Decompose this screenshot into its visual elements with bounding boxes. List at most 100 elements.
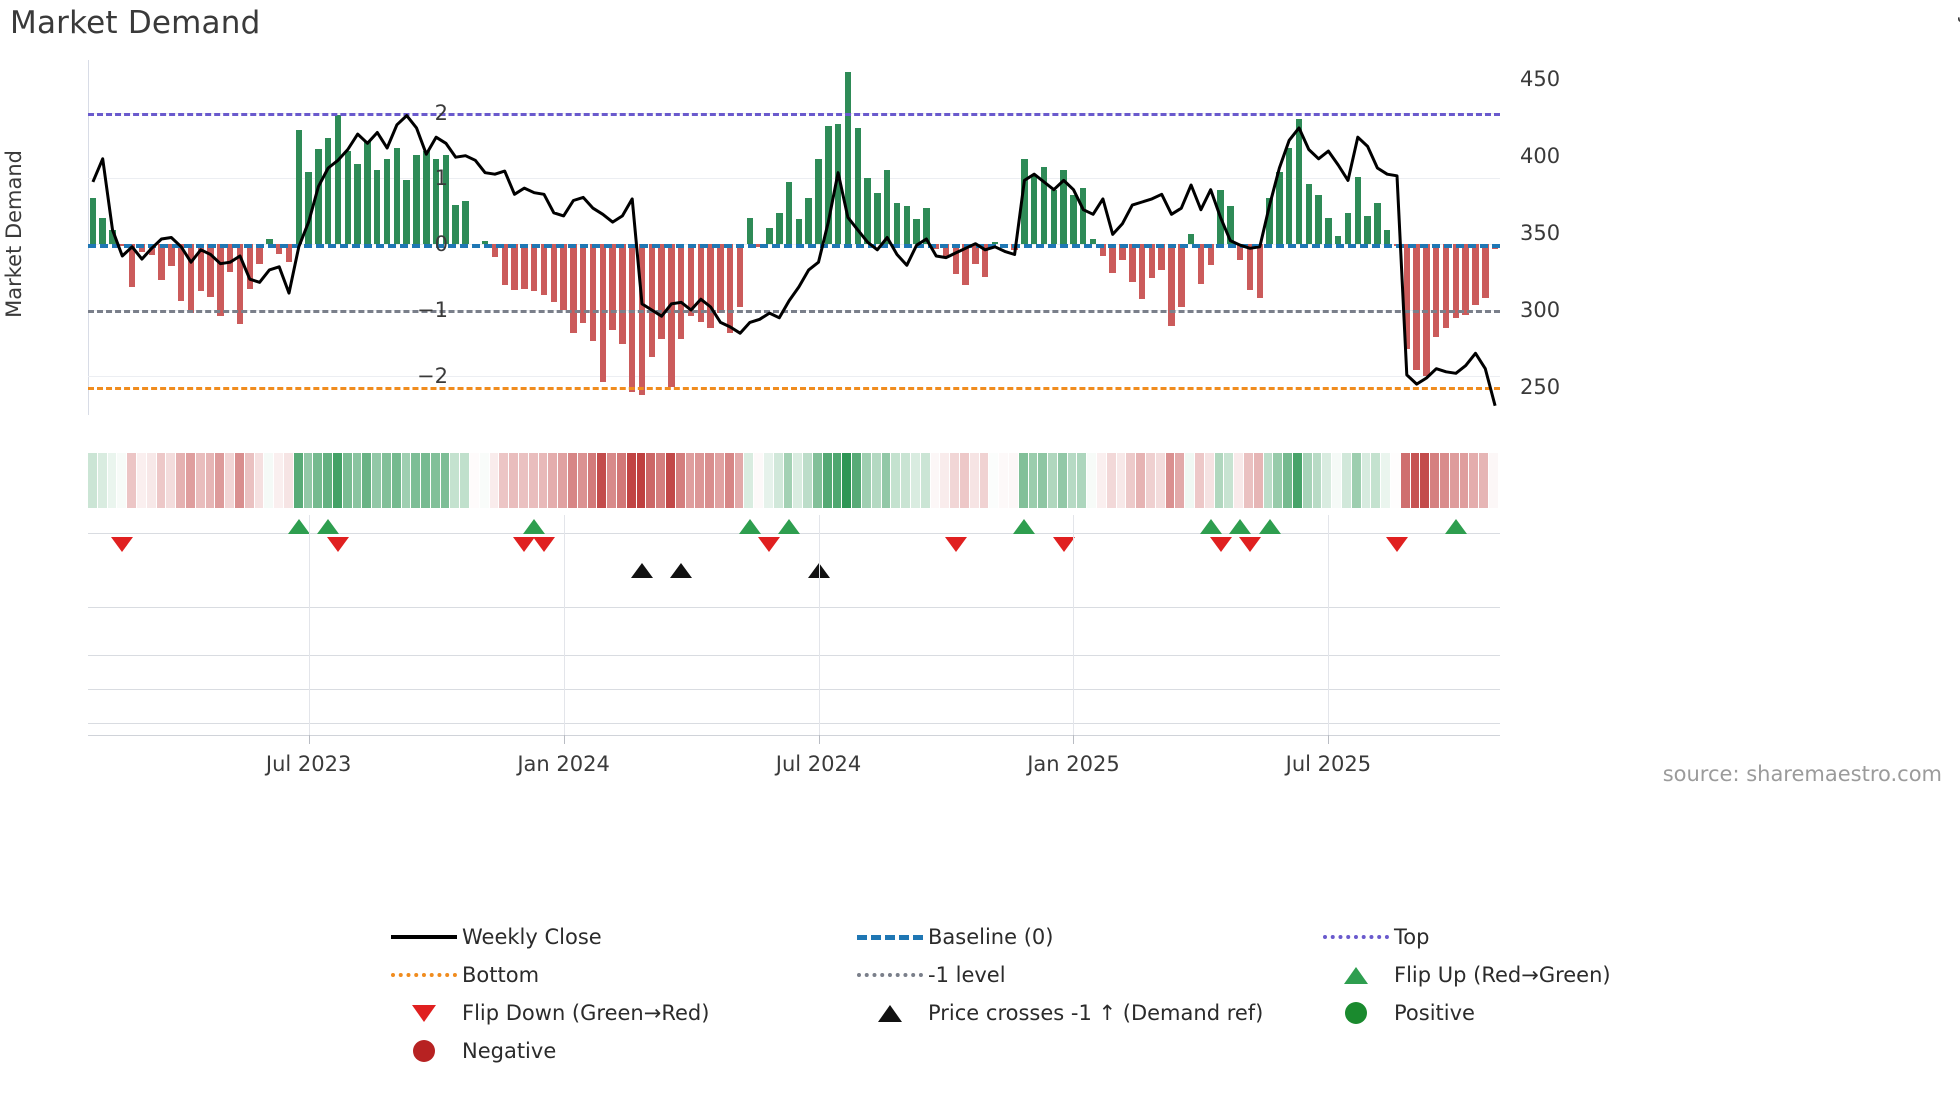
x-grid-tick bbox=[1073, 515, 1075, 735]
heat-cell bbox=[783, 453, 794, 508]
legend-row: Weekly Close Baseline (0) Top bbox=[386, 925, 1786, 963]
legend-row: Negative bbox=[386, 1039, 1786, 1077]
heat-cell bbox=[1185, 453, 1196, 508]
flip-up-marker bbox=[1229, 519, 1252, 534]
heat-cell bbox=[499, 453, 510, 508]
heat-cell bbox=[999, 453, 1009, 508]
x-tick-label: Jan 2024 bbox=[517, 752, 610, 776]
demand-bar bbox=[1040, 166, 1048, 245]
legend-item-flip-down: Flip Down (Green→Red) bbox=[386, 1001, 852, 1025]
demand-bar bbox=[619, 244, 626, 344]
heat-cell bbox=[440, 453, 451, 508]
heat-cell bbox=[166, 453, 177, 508]
heat-cell bbox=[303, 453, 314, 508]
price-cross-marker bbox=[670, 563, 693, 578]
legend-dotted-gray-icon bbox=[852, 973, 928, 977]
legend-label: Positive bbox=[1394, 1001, 1475, 1025]
heat-cell bbox=[930, 453, 941, 508]
heat-cell bbox=[812, 453, 823, 508]
reference-line bbox=[88, 244, 1500, 249]
demand-bar bbox=[864, 178, 871, 245]
heat-cell bbox=[283, 453, 294, 508]
heat-cell bbox=[1077, 453, 1088, 508]
heat-cell bbox=[969, 453, 980, 508]
heat-cell bbox=[460, 453, 471, 508]
x-grid-tick bbox=[818, 515, 820, 735]
demand-bar bbox=[1285, 148, 1293, 245]
y-tick-label: −2 bbox=[417, 363, 448, 388]
heat-cell bbox=[763, 453, 774, 508]
demand-bar bbox=[1050, 190, 1058, 245]
demand-bar bbox=[981, 244, 989, 277]
x-tick-label: Jul 2024 bbox=[775, 752, 862, 776]
demand-bar bbox=[1197, 244, 1205, 284]
demand-bar bbox=[109, 229, 116, 245]
demand-bar bbox=[678, 244, 685, 340]
demand-bar bbox=[344, 151, 352, 245]
demand-bar bbox=[874, 192, 881, 245]
heat-cell bbox=[989, 453, 1000, 508]
x-tick-mark bbox=[308, 735, 310, 744]
heat-cell bbox=[205, 453, 216, 508]
heat-cell bbox=[225, 453, 235, 508]
x-grid-tick bbox=[308, 515, 310, 735]
heat-cell bbox=[754, 453, 764, 508]
demand-bar bbox=[158, 244, 165, 281]
demand-bar bbox=[128, 244, 136, 287]
demand-bar bbox=[364, 140, 371, 245]
demand-bar bbox=[1236, 244, 1244, 260]
heat-cell bbox=[724, 453, 735, 508]
demand-bar bbox=[1423, 244, 1430, 376]
dot-red-icon bbox=[386, 1040, 462, 1062]
heat-cell bbox=[1106, 453, 1117, 508]
demand-bar bbox=[1227, 205, 1234, 245]
heat-cell bbox=[538, 453, 549, 508]
price-cross-marker bbox=[631, 563, 653, 578]
legend-item-baseline: Baseline (0) bbox=[852, 925, 1318, 949]
flip-down-marker bbox=[327, 537, 350, 552]
heat-cell bbox=[1390, 453, 1401, 508]
demand-bar bbox=[462, 201, 469, 245]
heat-cell bbox=[313, 453, 324, 508]
demand-bar bbox=[628, 244, 636, 392]
heat-cell bbox=[1322, 453, 1333, 508]
demand-bar bbox=[1305, 183, 1313, 245]
heat-cell bbox=[1165, 453, 1176, 508]
heat-cell bbox=[1273, 453, 1284, 508]
heat-cell bbox=[88, 453, 98, 508]
demand-bar bbox=[481, 241, 489, 245]
y-tick-label: −1 bbox=[417, 297, 448, 322]
lower-guide-lines bbox=[88, 655, 1500, 735]
lower-guide-line bbox=[88, 723, 1500, 724]
heat-cell bbox=[489, 453, 500, 508]
heat-cell bbox=[1067, 453, 1078, 508]
heat-cell bbox=[274, 453, 284, 508]
demand-bar bbox=[1442, 244, 1450, 329]
demand-bar bbox=[393, 148, 401, 245]
demand-bar bbox=[1403, 244, 1411, 350]
legend-label: Weekly Close bbox=[462, 925, 602, 949]
legend-label: Baseline (0) bbox=[928, 925, 1054, 949]
heat-cell bbox=[950, 453, 960, 508]
flip-down-marker bbox=[944, 537, 967, 552]
demand-bar bbox=[1138, 244, 1146, 300]
demand-bar bbox=[1207, 244, 1214, 266]
heat-cell bbox=[293, 453, 304, 508]
heat-cell bbox=[136, 453, 147, 508]
heat-cell bbox=[793, 453, 804, 508]
flip-down-marker bbox=[532, 537, 555, 552]
heat-cell bbox=[264, 453, 275, 508]
flip-up-marker bbox=[1444, 519, 1467, 534]
demand-bar bbox=[1276, 171, 1283, 245]
heat-cell bbox=[675, 453, 686, 508]
weekly-close-polyline bbox=[91, 114, 1497, 407]
demand-bar bbox=[403, 179, 410, 245]
heat-cell bbox=[548, 453, 559, 508]
heat-cell bbox=[959, 453, 970, 508]
flip-up-marker bbox=[317, 519, 340, 534]
legend-item-weekly-close: Weekly Close bbox=[386, 925, 852, 949]
heat-cell bbox=[450, 453, 461, 508]
demand-bar bbox=[668, 244, 675, 388]
reference-line bbox=[88, 112, 1500, 116]
demand-bar bbox=[599, 244, 607, 383]
